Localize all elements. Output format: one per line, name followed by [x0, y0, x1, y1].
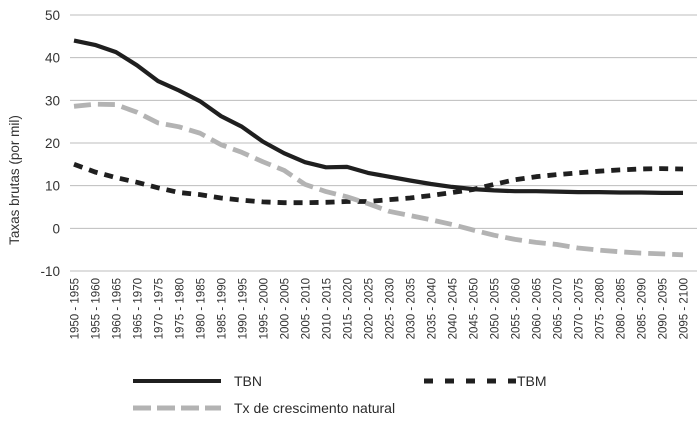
x-tick-label: 2005 - 2010 [301, 278, 313, 339]
series-line-tbn [73, 38, 683, 195]
gridlines [70, 14, 697, 272]
x-tick-label: 2015 - 2020 [343, 278, 355, 339]
y-tick-label: 40 [45, 51, 60, 66]
x-tick-label: 2095 - 2100 [679, 278, 691, 339]
x-tick-labels: 1950 - 1955 1955 - 1960 1960 - 1965 1965 - … [70, 278, 691, 339]
tbm-line-sample-icon [424, 378, 516, 384]
x-tick-label: 2010 - 2015 [322, 278, 334, 339]
x-tick-label: 2020 - 2025 [364, 278, 376, 339]
x-tick-label: 2065 - 2070 [553, 278, 565, 339]
x-tick-label: 2085 - 2090 [637, 278, 649, 339]
chart-canvas: Taxas brutas (por mil) 50 40 30 20 10 0 -10 19… [7, 8, 697, 339]
x-tick-label: 1970 - 1975 [154, 278, 166, 339]
x-tick-label: 2025 - 2030 [385, 278, 397, 339]
y-axis-title: Taxas brutas (por mil) [7, 115, 22, 245]
x-tick-label: 1975 - 1980 [175, 278, 187, 339]
y-tick-label: 20 [45, 136, 60, 151]
legend-label-tbn: TBN [234, 373, 262, 389]
tbn-line-sample-icon [133, 379, 221, 383]
legend-label-tbm: TBM [517, 373, 547, 389]
y-tick-labels: 50 40 30 20 10 0 -10 [40, 8, 60, 279]
x-tick-label: 2030 - 2035 [406, 278, 418, 339]
x-tick-label: 2040 - 2045 [448, 278, 460, 339]
x-tick-label: 1995 - 2000 [259, 278, 271, 339]
x-tick-label: 2075 - 2080 [595, 278, 607, 339]
y-tick-label: 10 [45, 179, 60, 194]
series-lines [73, 38, 684, 258]
x-tick-label: 2055 - 2060 [511, 278, 523, 339]
tx-line-sample-icon [133, 405, 221, 411]
x-tick-label: 2050 - 2055 [490, 278, 502, 339]
x-tick-label: 2090 - 2095 [658, 278, 670, 339]
x-tick-label: 1980 - 1985 [196, 278, 208, 339]
legend-label-tx: Tx de crescimento natural [234, 400, 396, 416]
x-tick-label: 1985 - 1990 [217, 278, 229, 339]
x-tick-label: 1965 - 1970 [133, 278, 145, 339]
y-tick-label: 30 [45, 93, 60, 108]
series-line-tx [73, 101, 684, 258]
series-line-tbm [73, 162, 684, 206]
x-tick-label: 1960 - 1965 [112, 278, 124, 339]
y-tick-label: 0 [52, 221, 60, 236]
x-tick-label: 1955 - 1960 [91, 278, 103, 339]
x-tick-label: 2080 - 2085 [616, 278, 628, 339]
y-tick-label: -10 [40, 264, 60, 279]
x-tick-label: 1990 - 1995 [238, 278, 250, 339]
x-tick-label: 2035 - 2040 [427, 278, 439, 339]
x-tick-label: 2045 - 2050 [469, 278, 481, 339]
x-tick-label: 2000 - 2005 [280, 278, 292, 339]
y-tick-label: 50 [45, 8, 60, 23]
x-tick-label: 1950 - 1955 [70, 278, 82, 339]
x-tick-label: 2060 - 2065 [532, 278, 544, 339]
x-tick-label: 2070 - 2075 [574, 278, 586, 339]
